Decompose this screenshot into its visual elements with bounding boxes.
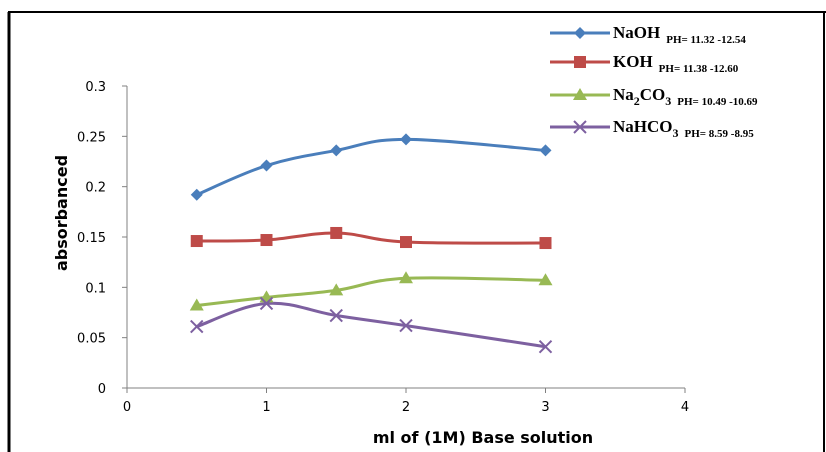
legend-label-naoh: NaOH PH= 11.32 -12.54 [613,23,746,46]
legend-label-koh: KOH PH= 11.38 -12.60 [613,52,739,75]
legend-marker-na2co3 [573,88,587,100]
series-line-koh [196,231,546,245]
y-axis-title: absorbanced [52,155,71,271]
x-tick-label: 3 [541,400,549,415]
x-tick-label: 4 [681,400,689,415]
series-line-nahco3 [196,301,546,349]
data-point-naoh [539,144,552,157]
data-point-koh [400,236,412,249]
x-tick-label: 0 [123,400,131,415]
data-point-nahco3 [190,319,204,334]
data-point-nahco3 [538,340,553,354]
series-lines [196,137,546,349]
y-tick-label: 0.3 [85,80,106,95]
x-axis-ticks: 0 1 2 3 4 [123,388,689,415]
y-tick-label: 0 [98,382,106,397]
legend-marker-naoh [574,27,586,39]
series-line-naoh [196,137,546,197]
x-axis-title: ml of (1M) Base solution [373,428,593,447]
data-point-na2co3 [329,283,344,296]
series-line-na2co3 [196,276,546,307]
y-tick-label: 0.15 [77,231,106,246]
data-point-na2co3 [538,273,553,286]
data-point-koh [539,237,552,250]
data-point-naoh [400,133,412,146]
series-markers [189,133,553,354]
data-point-koh [330,226,343,239]
legend-label-na2co3: Na2CO3 PH= 10.49 -10.69 [613,85,758,108]
data-point-na2co3 [189,298,204,311]
data-point-nahco3 [399,318,413,333]
data-point-naoh [260,159,273,172]
data-point-naoh [330,144,343,157]
y-tick-label: 0.25 [77,130,106,145]
y-tick-label: 0.1 [85,281,106,296]
data-point-naoh [190,188,203,201]
data-point-nahco3 [329,308,343,323]
data-point-nahco3 [259,296,274,311]
y-tick-label: 0.2 [85,181,106,196]
y-axis-ticks: 0 0.05 0.1 0.15 0.2 0.25 0.3 [77,80,127,397]
data-point-koh [190,235,203,248]
y-tick-label: 0.05 [77,332,106,347]
data-point-koh [260,234,273,247]
legend-marker-nahco3 [573,120,587,134]
legend: NaOH PH= 11.32 -12.54 KOH PH= 11.38 -12.60 N… [550,23,758,140]
legend-label-nahco3: NaHCO3 PH= 8.59 -8.95 [613,117,754,140]
x-tick-label: 2 [402,400,410,415]
x-tick-label: 1 [262,400,270,415]
data-point-na2co3 [399,271,413,284]
legend-marker-koh [574,56,586,68]
